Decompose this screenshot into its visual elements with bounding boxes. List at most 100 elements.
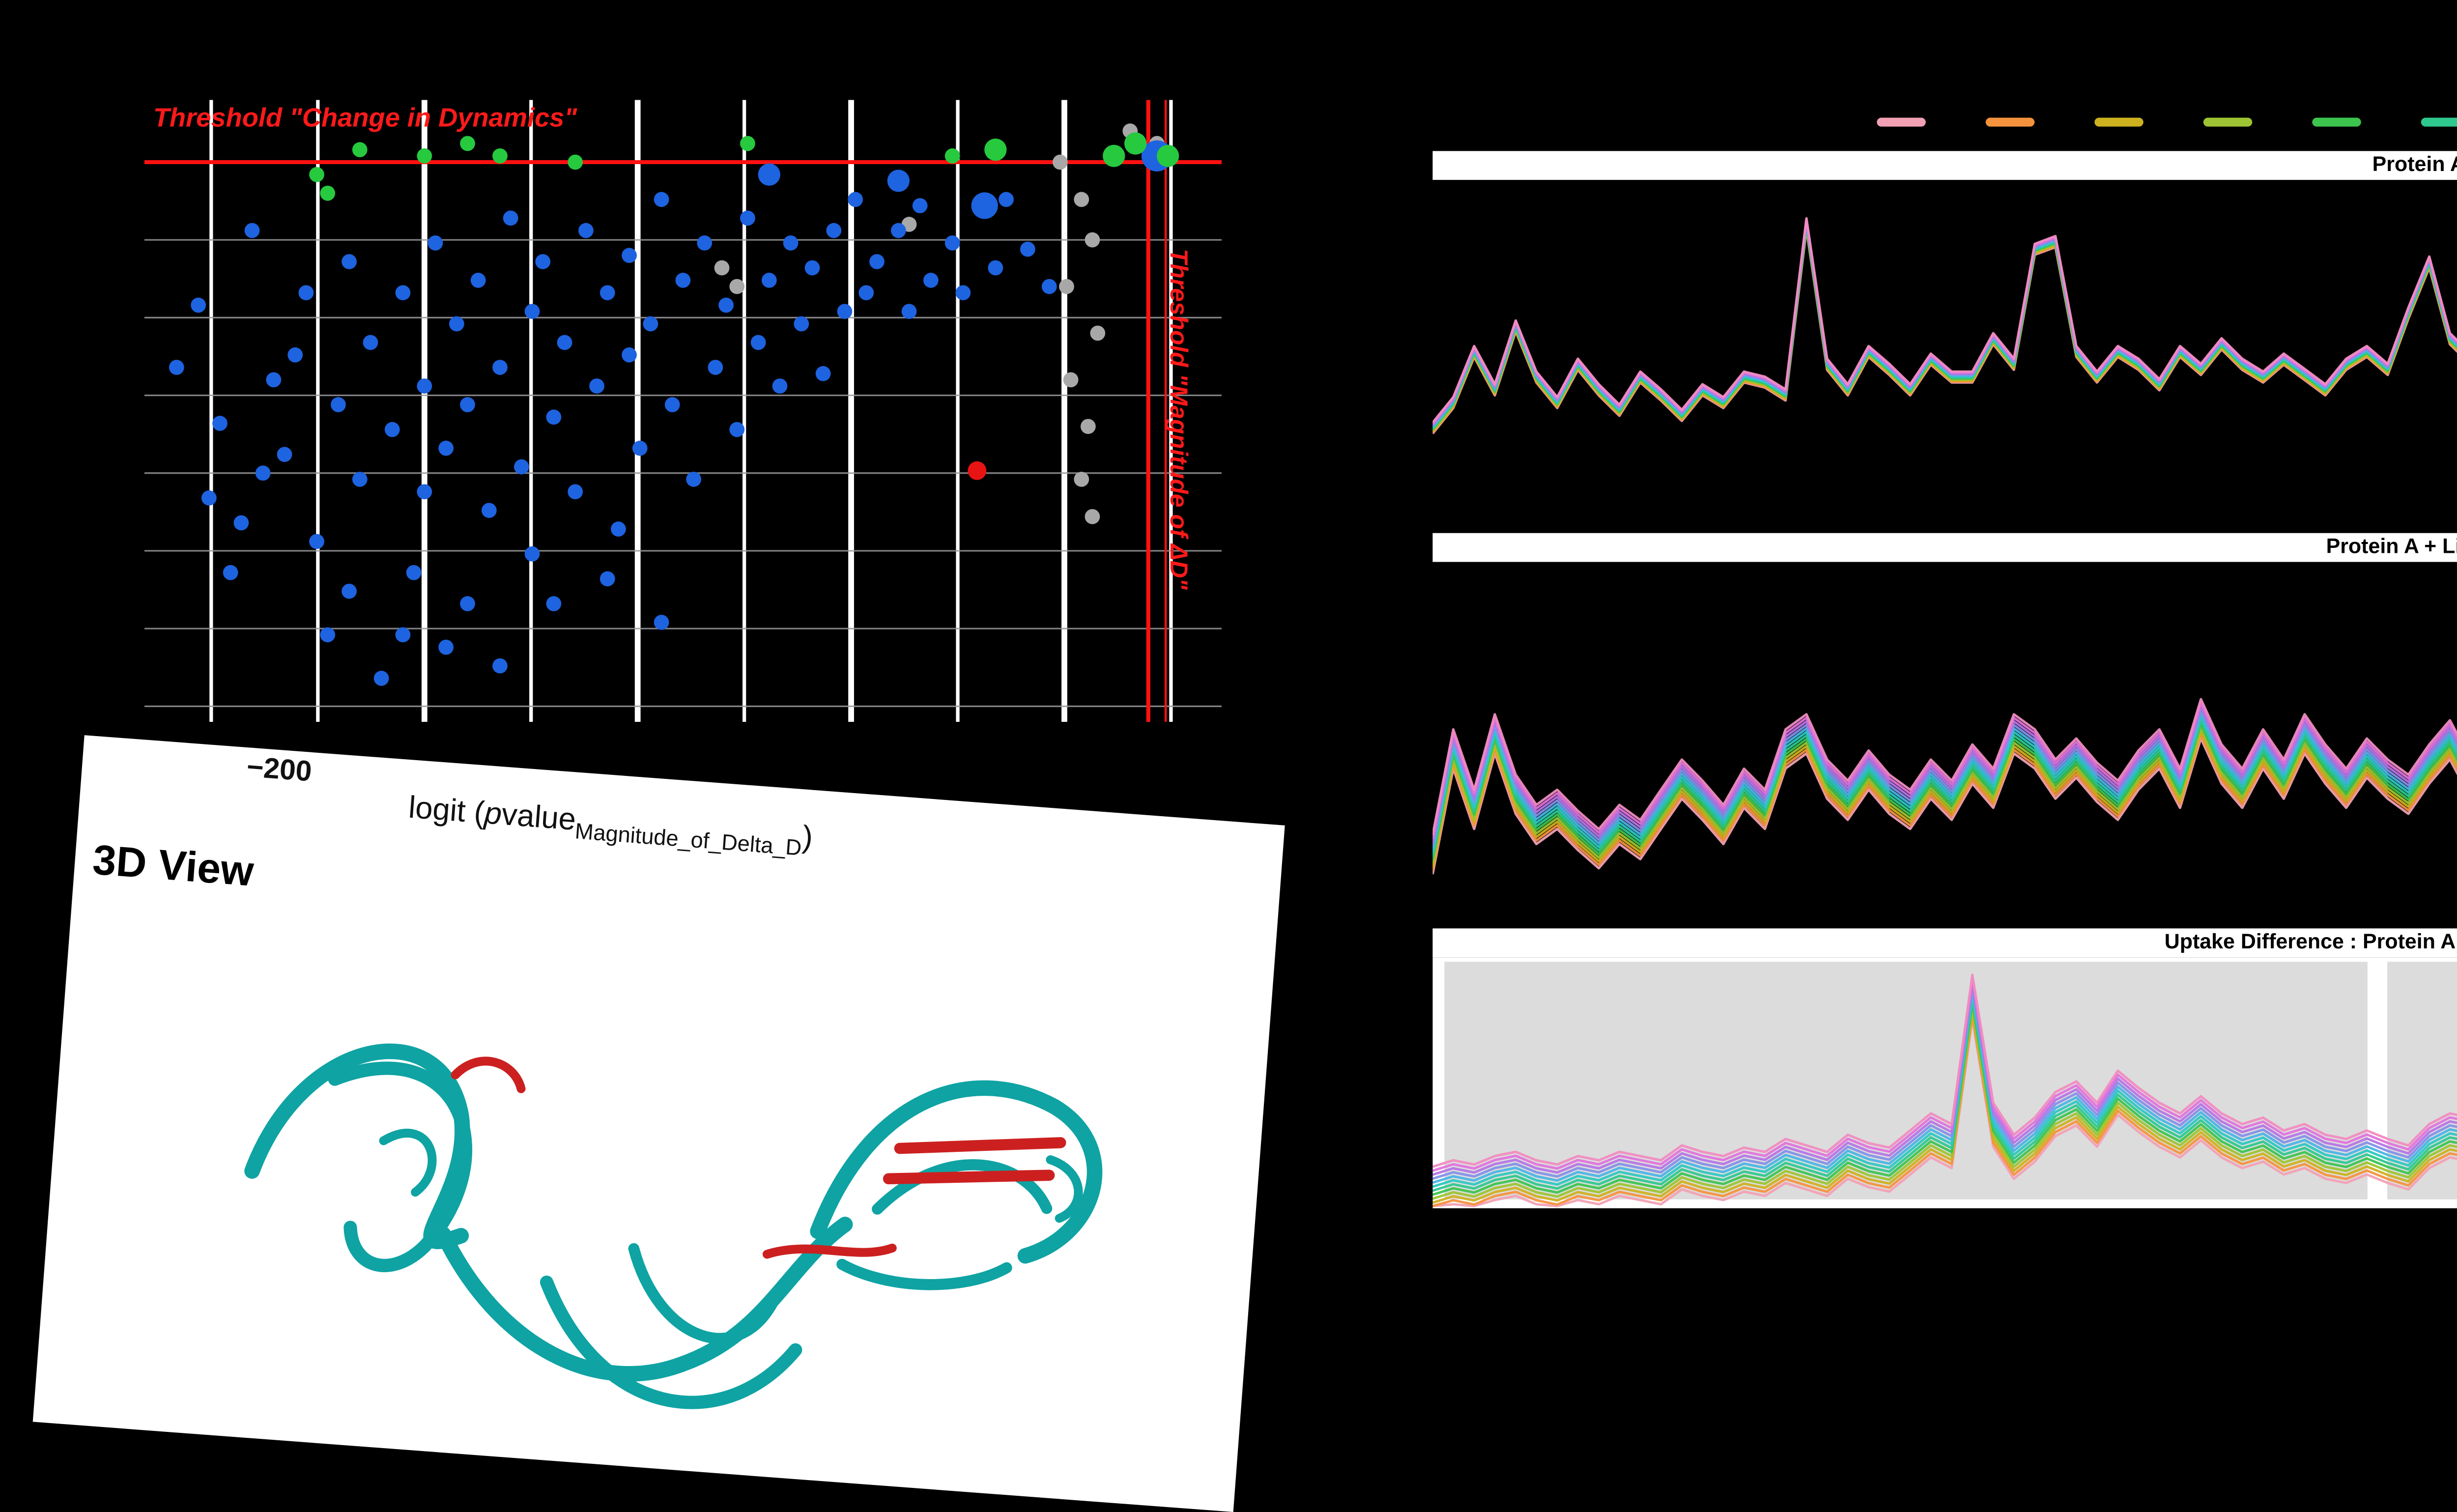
scatter-point-gray[interactable] [1063,372,1079,388]
scatter-point-green[interactable] [1103,144,1125,167]
scatter-point-blue[interactable] [848,192,863,207]
scatter-point-gray[interactable] [1085,509,1100,524]
scatter-point-green[interactable] [1157,144,1179,167]
scatter-point-blue[interactable] [201,490,217,506]
scatter-point-blue[interactable] [887,170,910,192]
uptake-line[interactable] [1432,226,2457,441]
scatter-point-blue[interactable] [955,285,971,301]
scatter-point-blue[interactable] [729,422,745,437]
uptake-line[interactable] [1432,623,2457,850]
uptake-line[interactable] [1432,608,2457,835]
protein-ribbon[interactable] [96,877,1199,1484]
uptake-line[interactable] [1432,1017,2457,1207]
scatter-point-blue[interactable] [971,192,998,219]
scatter-point-blue[interactable] [901,304,917,319]
scatter-point-blue[interactable] [363,335,378,350]
scatter-point-blue[interactable] [212,416,228,431]
scatter-point-gray[interactable] [1053,154,1068,170]
scatter-point-blue[interactable] [535,254,551,269]
scatter-point-gray[interactable] [714,260,730,276]
uptake-line[interactable] [1432,1013,2457,1207]
scatter-point-green[interactable] [320,185,336,201]
scatter-point-blue[interactable] [546,596,562,611]
scatter-point-green[interactable] [492,148,508,164]
scatter-point-blue[interactable] [449,316,464,332]
uptake-line[interactable] [1432,619,2457,846]
scatter-point-blue[interactable] [244,223,260,238]
scatter-point-gray[interactable] [729,279,745,294]
uptake-line[interactable] [1432,1001,2457,1196]
scatter-point-blue[interactable] [632,440,648,456]
uptake-line[interactable] [1432,977,2457,1172]
scatter-point-blue[interactable] [277,447,292,462]
scatter-point-blue[interactable] [944,235,960,251]
scatter-point-blue[interactable] [912,198,928,213]
scatter-point-blue[interactable] [815,366,831,381]
scatter-point-blue[interactable] [675,273,691,288]
scatter-point-blue[interactable] [546,409,562,425]
scatter-point-blue[interactable] [837,304,853,319]
uptake-line[interactable] [1432,989,2457,1184]
scatter-point-blue[interactable] [999,192,1014,207]
scatter-point-blue[interactable] [438,639,454,655]
scatter-point-blue[interactable] [428,235,443,251]
scatter-point-blue[interactable] [557,335,572,350]
scatter-point-blue[interactable] [600,571,615,587]
scatter-point-gray[interactable] [1074,192,1089,207]
scatter-point-blue[interactable] [654,192,669,207]
scatter-point-gray[interactable] [1059,279,1074,294]
scatter-point-blue[interactable] [395,627,411,643]
scatter-point-blue[interactable] [298,285,314,301]
uptake-line[interactable] [1432,1009,2457,1204]
scatter-point-blue[interactable] [611,521,626,537]
scatter-point-blue[interactable] [191,297,206,313]
uptake-line[interactable] [1432,223,2457,429]
scatter-point-blue[interactable] [697,235,713,251]
scatter-point-blue[interactable] [718,297,734,313]
scatter-point-gray[interactable] [1090,325,1106,341]
uptake-line[interactable] [1432,225,2457,431]
uptake-line[interactable] [1432,222,2457,428]
scatter-point-blue[interactable] [664,397,680,412]
uptake-line[interactable] [1432,633,2457,860]
uptake-line[interactable] [1432,221,2457,428]
uptake-line[interactable] [1432,648,2457,875]
scatter-point-blue[interactable] [758,163,780,186]
legend-swatch[interactable] [1985,117,2035,127]
uptake-line[interactable] [1432,1005,2457,1200]
uptake-line[interactable] [1432,616,2457,843]
scatter-point-blue[interactable] [460,596,475,611]
volcano-plot[interactable] [144,100,1222,722]
uptake-line[interactable] [1432,220,2457,427]
legend-swatch[interactable] [2094,117,2143,127]
scatter-point-green[interactable] [417,148,432,164]
uptake-line[interactable] [1432,998,2457,1192]
legend-swatch[interactable] [2203,117,2253,127]
uptake-line[interactable] [1432,644,2457,871]
scatter-point-green[interactable] [352,142,368,158]
scatter-point-blue[interactable] [223,565,238,580]
uptake-line[interactable] [1432,994,2457,1188]
uptake-line[interactable] [1432,228,2457,467]
scatter-point-blue[interactable] [342,254,357,269]
scatter-point-blue[interactable] [589,378,604,394]
scatter-point-blue[interactable] [417,484,432,500]
scatter-point-blue[interactable] [395,285,411,301]
legend-swatch[interactable] [1877,117,1926,127]
scatter-point-green[interactable] [309,167,324,182]
scatter-point-green[interactable] [1124,132,1147,155]
scatter-point-blue[interactable] [406,565,422,580]
scatter-point-blue[interactable] [481,503,497,518]
scatter-point-blue[interactable] [255,465,271,481]
volcano-canvas[interactable] [144,100,1222,722]
uptake-line[interactable] [1432,227,2457,455]
scatter-point-gray[interactable] [1074,472,1089,487]
uptake-line[interactable] [1432,981,2457,1176]
scatter-point-blue[interactable] [643,316,658,332]
legend-swatch[interactable] [2421,117,2457,127]
uptake-line[interactable] [1432,641,2457,868]
scatter-point-blue[interactable] [750,335,766,350]
scatter-point-blue[interactable] [794,316,809,332]
scatter-point-blue[interactable] [1041,279,1057,294]
scatter-point-blue[interactable] [331,397,346,412]
